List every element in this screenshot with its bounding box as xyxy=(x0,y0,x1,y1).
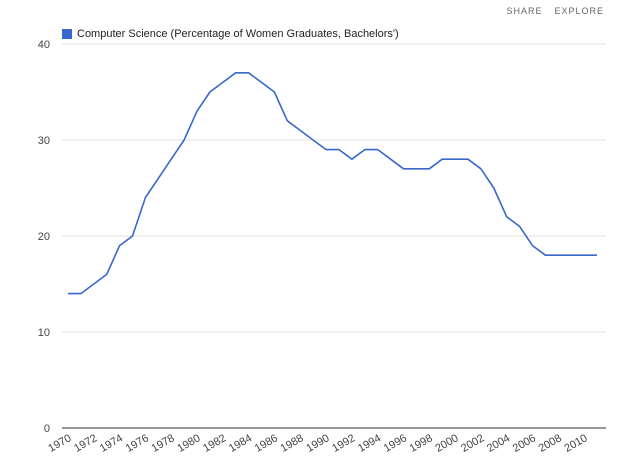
x-tick-label: 1988 xyxy=(279,432,306,455)
series-line xyxy=(68,72,597,295)
top-links: SHARE EXPLORE xyxy=(506,6,604,16)
x-tick-label: 2006 xyxy=(511,432,538,455)
x-tick-label: 2002 xyxy=(459,432,486,455)
x-tick-label: 1970 xyxy=(46,432,73,455)
y-axis-labels: 0 10 20 30 40 xyxy=(38,39,50,435)
x-axis-labels: 1970197219741976197819801982198419861988… xyxy=(46,432,589,455)
x-tick-label: 2010 xyxy=(562,432,589,455)
x-tick-label: 2004 xyxy=(485,432,512,455)
y-tick-label: 20 xyxy=(38,231,50,243)
x-tick-label: 1984 xyxy=(227,432,254,455)
x-tick-label: 1974 xyxy=(98,432,125,455)
x-tick-label: 1990 xyxy=(304,432,331,455)
legend-swatch xyxy=(62,29,72,39)
x-tick-label: 1986 xyxy=(253,432,280,455)
x-tick-label: 1992 xyxy=(330,432,357,455)
grid-layer xyxy=(62,43,606,333)
share-link[interactable]: SHARE xyxy=(506,6,543,16)
legend: Computer Science (Percentage of Women Gr… xyxy=(62,28,399,40)
legend-label: Computer Science (Percentage of Women Gr… xyxy=(77,28,399,40)
explore-link[interactable]: EXPLORE xyxy=(554,6,604,16)
x-tick-label: 1976 xyxy=(124,432,151,455)
x-tick-label: 1994 xyxy=(356,432,383,455)
y-tick-label: 0 xyxy=(44,423,50,435)
x-tick-label: 1996 xyxy=(382,432,409,455)
x-tick-label: 1982 xyxy=(201,432,228,455)
x-tick-label: 1978 xyxy=(150,432,177,455)
x-tick-label: 2008 xyxy=(537,432,564,455)
x-tick-label: 1998 xyxy=(408,432,435,455)
y-tick-label: 30 xyxy=(38,135,50,147)
y-tick-label: 10 xyxy=(38,327,50,339)
y-tick-label: 40 xyxy=(38,39,50,51)
x-tick-label: 1980 xyxy=(175,432,202,455)
x-tick-label: 2000 xyxy=(433,432,460,455)
x-tick-label: 1972 xyxy=(72,432,99,455)
